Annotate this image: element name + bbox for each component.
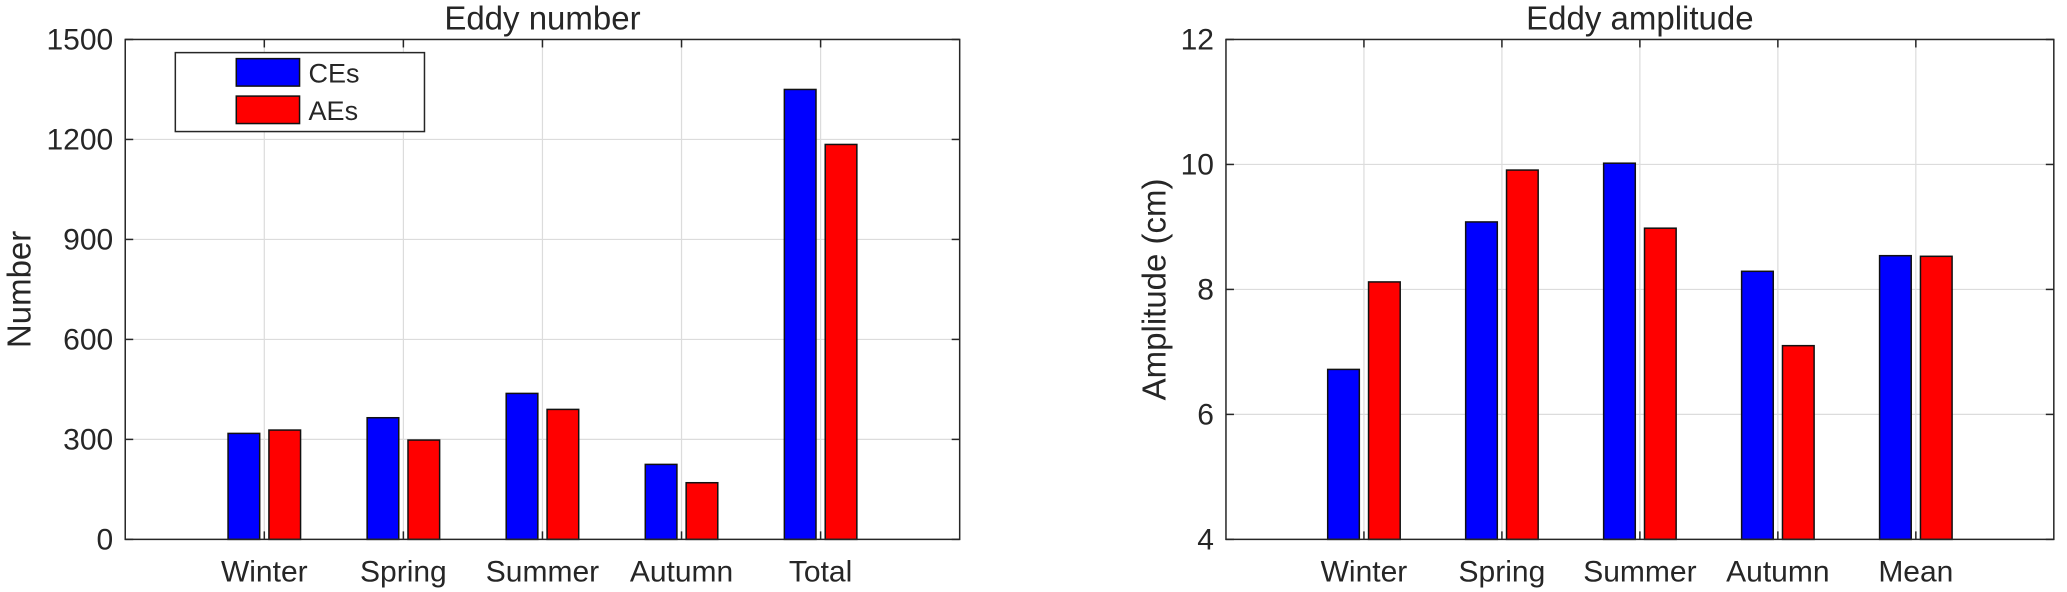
y-tick-label: 600: [63, 323, 113, 356]
legend-label-aes: AEs: [309, 96, 359, 126]
bar-series-1-winter: [1367, 281, 1401, 541]
y-axis-label: Amplitude (cm): [1135, 178, 1172, 400]
y-tick-label: 6: [1197, 398, 1214, 431]
bar-series-0-mean: [1878, 254, 1912, 541]
x-tick-label: Summer: [1583, 555, 1696, 588]
legend-swatch-ces: [235, 57, 301, 87]
eddy-amplitude-panel: 4 6 8 10 12 Winter Spring Summer Autumn Mean Eddy …: [1135, 0, 2055, 588]
bar-ces-winter: [227, 432, 261, 541]
x-tick-label: Summer: [486, 555, 599, 588]
bar-aes-autumn: [685, 481, 719, 541]
y-tick-label: 12: [1181, 23, 1214, 56]
bar-series-1-autumn: [1781, 344, 1815, 541]
x-tick-label: Total: [789, 555, 852, 588]
bar-series-0-winter: [1326, 368, 1361, 541]
y-tick-label: 10: [1181, 148, 1214, 181]
bar-aes-summer: [546, 408, 580, 541]
y-axis-label: Number: [0, 231, 37, 348]
y-tick-label: 0: [97, 523, 114, 556]
bar-ces-total: [783, 88, 817, 541]
x-tick-label: Autumn: [630, 555, 733, 588]
bar-aes-spring: [407, 439, 441, 541]
legend-swatch-aes: [235, 95, 301, 125]
x-tick-label: Autumn: [1726, 555, 1829, 588]
y-tick-label: 300: [63, 423, 113, 456]
bar-series-0-spring: [1464, 221, 1499, 541]
x-tick-label: Winter: [1321, 555, 1408, 588]
y-tick-label: 1200: [46, 123, 113, 156]
bar-series-1-mean: [1919, 255, 1953, 541]
legend: CEs AEs: [174, 51, 426, 133]
y-tick-label: 4: [1197, 523, 1214, 556]
x-tick-label: Spring: [1459, 555, 1546, 588]
x-tick-label: Spring: [360, 555, 447, 588]
eddy-number-panel: 0 300 600 900 1200 1500 Winter Spring Summer Autu…: [0, 0, 961, 588]
bar-aes-total: [824, 143, 858, 541]
x-tick-label: Winter: [221, 555, 308, 588]
chart-title: Eddy number: [444, 0, 640, 36]
bar-ces-summer: [505, 392, 539, 541]
x-tick-label: Mean: [1878, 555, 1953, 588]
bar-series-1-summer: [1643, 227, 1677, 541]
bar-series-0-autumn: [1740, 270, 1775, 541]
chart-title: Eddy amplitude: [1526, 0, 1753, 36]
y-tick-label: 8: [1197, 273, 1214, 306]
y-tick-label: 900: [63, 223, 113, 256]
y-tick-label: 1500: [46, 23, 113, 56]
bar-aes-winter: [268, 429, 302, 541]
bar-ces-autumn: [644, 463, 678, 541]
bar-series-0-summer: [1602, 162, 1637, 541]
bar-series-1-spring: [1505, 169, 1539, 541]
legend-label-ces: CEs: [309, 58, 360, 88]
bar-ces-spring: [366, 416, 400, 541]
